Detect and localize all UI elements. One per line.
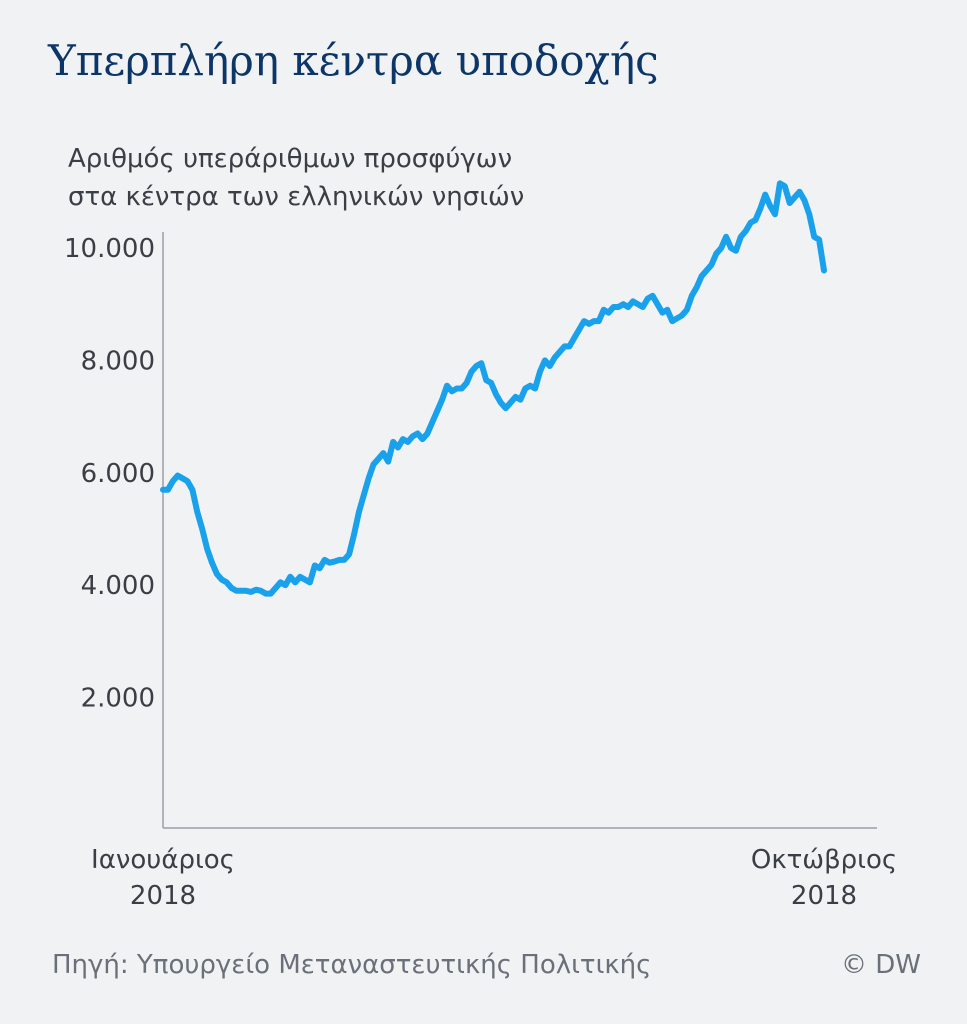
- source-note: Πηγή: Υπουργείο Μεταναστευτικής Πολιτική…: [52, 950, 652, 980]
- y-tick-labels: 2.000 4.000 6.000 8.000 10.000: [64, 234, 155, 714]
- y-tick-label: 2.000: [81, 684, 155, 714]
- series-line: [160, 180, 827, 597]
- x-tick-label: Ιανουάριος: [91, 845, 235, 875]
- line-chart: 2.000 4.000 6.000 8.000 10.000 Ιανουάριος 201…: [64, 180, 897, 911]
- x-tick-label: 2018: [791, 881, 857, 911]
- chart-title: Υπερπλήρη κέντρα υποδοχής: [48, 36, 659, 85]
- x-tick-labels: Ιανουάριος 2018 Οκτώβριος 2018: [91, 845, 897, 911]
- copyright-credit: © DW: [841, 950, 921, 980]
- chart-subtitle: Αριθμός υπεράριθμων προσφύγων στα κέντρα…: [68, 140, 524, 216]
- y-tick-label: 4.000: [81, 571, 155, 601]
- y-tick-label: 10.000: [64, 234, 155, 264]
- x-tick-label: 2018: [130, 881, 196, 911]
- y-tick-label: 8.000: [81, 346, 155, 376]
- y-tick-label: 6.000: [81, 459, 155, 489]
- x-tick-label: Οκτώβριος: [751, 845, 897, 875]
- subtitle-line-2: στα κέντρα των ελληνικών νησιών: [68, 182, 525, 212]
- subtitle-line-1: Αριθμός υπεράριθμων προσφύγων: [68, 144, 513, 174]
